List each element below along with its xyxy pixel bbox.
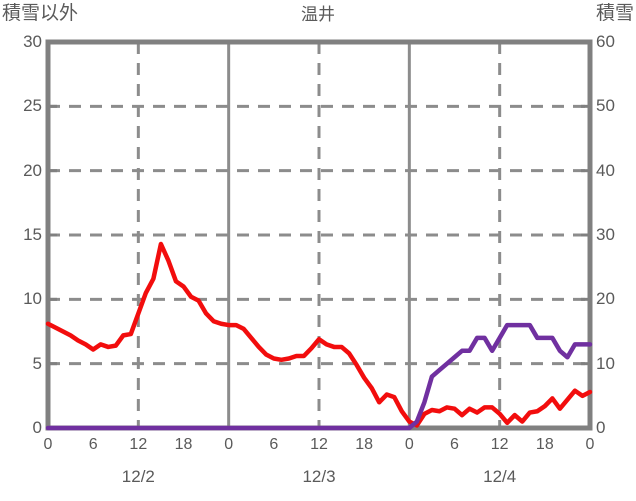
x-axis-tick: 12 <box>490 436 509 453</box>
series-line-1 <box>45 241 593 428</box>
y-axis-right-tick: 60 <box>596 32 615 51</box>
y-axis-left-tick: 20 <box>23 160 42 180</box>
y-axis-right-tick: 30 <box>596 225 615 244</box>
y-axis-right-tick: 50 <box>596 96 615 116</box>
y-axis-left-tick: 5 <box>32 353 42 373</box>
x-axis-day-label: 12/4 <box>483 467 517 486</box>
y-axis-right-tick: 10 <box>596 353 615 373</box>
series-line-2 <box>45 322 593 431</box>
right-axis-title: 積雪 <box>595 3 634 24</box>
x-axis-tick: 18 <box>174 436 193 453</box>
y-axis-left-tick: 10 <box>23 289 42 309</box>
y-axis-right-tick: 20 <box>596 289 615 309</box>
day-divider-lines <box>136 42 502 428</box>
y-axis-left-tick: 0 <box>32 418 42 437</box>
x-axis-tick: 0 <box>224 436 234 453</box>
x-axis-tick: 0 <box>404 436 414 453</box>
x-axis-tick: 12 <box>310 436 328 453</box>
x-axis-tick: 12 <box>129 436 148 453</box>
left-axis-title: 積雪以外 <box>2 3 79 24</box>
y-axis-left-tick: 25 <box>23 96 42 116</box>
x-axis-tick: 18 <box>355 436 374 453</box>
page-title: 温井 <box>301 5 335 24</box>
x-axis-day-label: 12/3 <box>302 467 336 486</box>
x-axis-tick: 0 <box>585 436 595 453</box>
x-axis-tick: 6 <box>450 436 459 453</box>
x-axis-tick: 0 <box>43 436 53 453</box>
x-axis-day-label: 12/2 <box>121 467 155 486</box>
x-axis-tick: 6 <box>88 436 98 453</box>
y-axis-right-tick: 40 <box>596 160 615 180</box>
y-axis-right-tick: 0 <box>596 418 606 437</box>
series-lines <box>45 241 593 431</box>
y-axis-left-tick: 15 <box>23 225 42 244</box>
x-axis-tick: 6 <box>269 436 279 453</box>
x-axis-tick: 18 <box>535 436 554 453</box>
y-axis-left-tick: 30 <box>23 32 42 51</box>
